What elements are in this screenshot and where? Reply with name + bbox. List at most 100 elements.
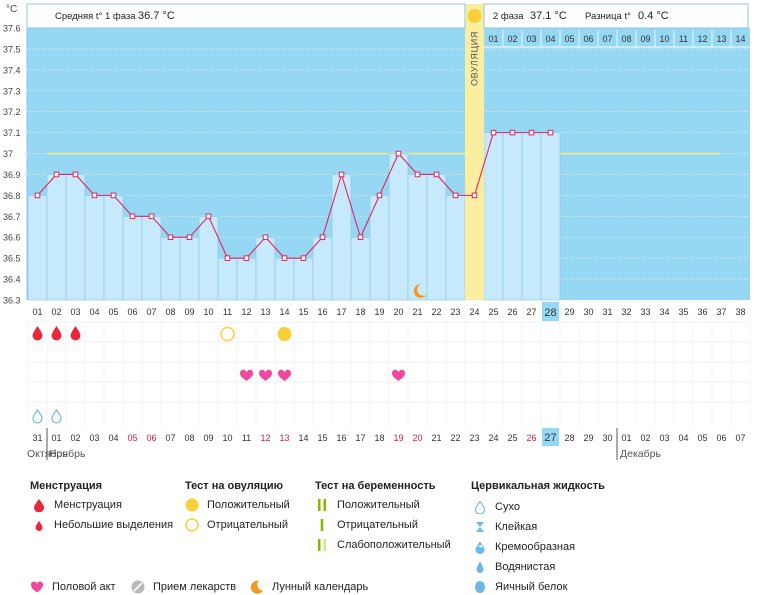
cycle-day-label: 20 (393, 307, 403, 317)
y-tick-label: 36.4 (3, 275, 21, 285)
date-label: 31 (32, 433, 42, 443)
cycle-day-label: 31 (602, 307, 612, 317)
ovulation-label: ОВУЛЯЦИЯ (470, 31, 480, 86)
moon-icon (413, 284, 427, 298)
cycle-day-label: 24 (469, 307, 479, 317)
temperature-bar (521, 132, 542, 301)
blood-drop-icon (32, 326, 43, 341)
legend-menstruation-title: Менструация (30, 480, 103, 492)
cycle-day-label: 03 (70, 307, 80, 317)
date-label: 13 (279, 433, 289, 443)
date-label: 02 (70, 433, 80, 443)
temperature-bar (141, 216, 162, 301)
temperature-bar (274, 257, 295, 301)
phase2-day-label: 10 (659, 34, 669, 44)
date-label: 03 (89, 433, 99, 443)
phase2-day-label: 02 (507, 34, 517, 44)
cycle-day-label: 11 (223, 307, 232, 317)
temperature-point (395, 150, 402, 157)
cycle-day-label: 26 (507, 307, 517, 317)
pill-icon (131, 580, 145, 594)
legend-cervical-dry-label: Сухо (495, 501, 520, 513)
phase2-box (483, 3, 749, 29)
legend-medication-label: Прием лекарств (153, 581, 237, 593)
temperature-point (319, 234, 326, 241)
legend-medication: Прием лекарств (131, 580, 236, 594)
date-label: 03 (659, 433, 669, 443)
phase-header: Средняя t° 1 фаза 36.7 °C 2 фаза 37.1 °C Раз… (26, 3, 750, 48)
cycle-day-label: 27 (526, 307, 536, 317)
filled-circle-icon (185, 498, 199, 512)
legend-cervical-creamy-label: Кремообразная (495, 541, 576, 553)
hourglass-icon (476, 522, 484, 532)
date-label: 06 (716, 433, 726, 443)
heart-icon (258, 369, 273, 381)
cycle-day-label: 32 (621, 307, 631, 317)
temperature-bar (65, 174, 86, 301)
temperature-bar (84, 195, 105, 301)
temperature-point (72, 171, 79, 178)
empty-circle-icon (220, 326, 235, 342)
cycle-day-label: 12 (241, 307, 251, 317)
date-label: 09 (203, 433, 213, 443)
diff-value: 0.4 °C (638, 10, 669, 22)
axis-labels: 37.6 37.5 37.4 37.3 37.2 37.1 37 36.9 36.8 36.7 36… (3, 4, 746, 460)
date-label: 01 (51, 433, 61, 443)
phase2-day-label: 01 (488, 34, 498, 44)
y-tick-label: 37.1 (3, 128, 21, 138)
temperature-point (281, 255, 288, 261)
outline-drop-icon (32, 409, 43, 424)
y-tick-label: 36.7 (3, 212, 21, 222)
temperature-bar (388, 153, 409, 301)
date-label: 04 (108, 433, 118, 443)
month-label-october: Октябрь (27, 448, 68, 460)
temperature-bar (426, 174, 447, 301)
legend-cervical-sticky: Клейкая (473, 520, 537, 534)
legend-ovulation-negative: Отрицательный (185, 518, 288, 532)
legend-cervical-dry: Сухо (473, 500, 520, 514)
date-label: 21 (431, 433, 441, 443)
heart-icon (391, 369, 406, 381)
date-label: 12 (260, 433, 270, 443)
temperature-point (433, 171, 440, 178)
temperature-point (186, 234, 193, 241)
temperature-point (224, 255, 231, 261)
current-date-box (542, 428, 559, 446)
cycle-day-label: 09 (184, 307, 194, 317)
cycle-day-label: 29 (564, 307, 574, 317)
date-label: 02 (640, 433, 650, 443)
legend-cervical-watery-label: Водянистая (495, 561, 556, 573)
chart-grid (27, 48, 751, 426)
temperature-point (91, 192, 98, 199)
temperature-point (34, 192, 41, 199)
legend-moon-label: Лунный календарь (272, 581, 369, 593)
cycle-day-label: 02 (51, 307, 61, 317)
y-tick-label: 37.4 (3, 65, 21, 75)
legend-cervical-watery: Водянистая (473, 560, 555, 574)
legend-pregnancy-negative: Отрицательный (315, 518, 418, 532)
temperature-bar (445, 195, 466, 301)
bbt-chart: ОВУЛЯЦИЯ 37.637.537.437.337.237.13736.93… (3, 3, 751, 460)
phase2-day-label: 13 (716, 34, 726, 44)
single-bar-icon (320, 519, 324, 531)
temperature-point (376, 192, 383, 199)
legend-ovulation-positive-label: Положительный (207, 499, 290, 511)
temperature-bar (198, 216, 219, 301)
phase2-day-label: 06 (583, 34, 593, 44)
current-day-box (542, 302, 559, 321)
phase2-day-label: 12 (697, 34, 707, 44)
temperature-point (148, 213, 155, 220)
empty-circle-icon (185, 518, 199, 532)
temperature-bar (407, 174, 428, 301)
temperature-bar (236, 257, 257, 301)
cycle-day-label: 17 (336, 307, 346, 317)
date-label: 04 (678, 433, 688, 443)
weak-bar-icon (318, 539, 326, 551)
cycle-day-label: 01 (32, 307, 42, 317)
current-day-label: 28 (544, 307, 556, 319)
cycle-day-label: 14 (279, 307, 289, 317)
temperature-bar (179, 236, 200, 301)
legend-cervical-eggwhite: Яичный белок (473, 580, 567, 594)
legend-spotting: Небольшие выделения (32, 518, 173, 532)
legend-spotting-label: Небольшие выделения (54, 519, 174, 531)
